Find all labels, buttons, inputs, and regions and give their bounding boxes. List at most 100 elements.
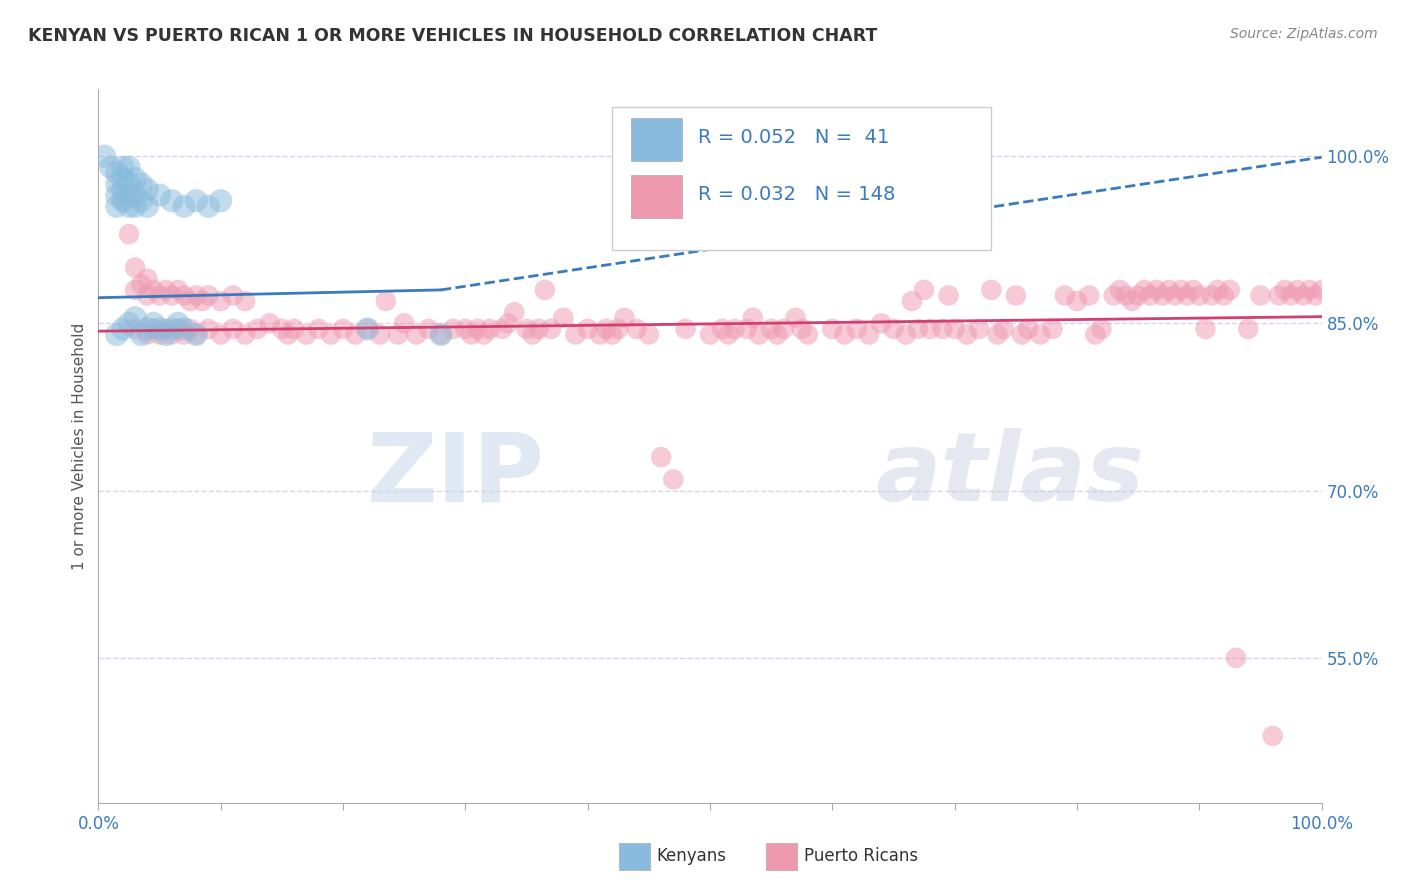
Point xyxy=(149,327,172,342)
Point xyxy=(186,288,208,302)
Point xyxy=(160,327,183,342)
Point xyxy=(912,283,935,297)
Point xyxy=(1182,283,1205,297)
Point xyxy=(675,322,697,336)
Point xyxy=(129,327,152,342)
Point xyxy=(790,322,813,336)
Point xyxy=(209,294,232,309)
Text: KENYAN VS PUERTO RICAN 1 OR MORE VEHICLES IN HOUSEHOLD CORRELATION CHART: KENYAN VS PUERTO RICAN 1 OR MORE VEHICLE… xyxy=(28,27,877,45)
Text: Kenyans: Kenyans xyxy=(657,847,727,865)
Point xyxy=(233,327,256,342)
Point xyxy=(454,322,477,336)
Point xyxy=(118,317,141,331)
Point xyxy=(1146,283,1168,297)
Point xyxy=(209,327,232,342)
FancyBboxPatch shape xyxy=(630,175,682,218)
Point xyxy=(553,310,575,325)
Point xyxy=(1286,283,1309,297)
Point xyxy=(496,317,519,331)
Point xyxy=(111,322,134,336)
Point xyxy=(197,322,219,336)
Point xyxy=(478,322,501,336)
Point xyxy=(1121,294,1143,309)
Point xyxy=(344,327,367,342)
Point xyxy=(943,322,966,336)
Point xyxy=(111,183,134,197)
Point xyxy=(540,322,562,336)
Point xyxy=(179,322,201,336)
Point xyxy=(858,327,880,342)
Point xyxy=(785,310,807,325)
Point xyxy=(967,322,990,336)
Point xyxy=(118,161,141,175)
Point xyxy=(723,322,745,336)
Point xyxy=(124,322,146,336)
Point xyxy=(1133,283,1156,297)
Point xyxy=(613,310,636,325)
Point xyxy=(246,322,269,336)
Point xyxy=(1170,283,1192,297)
Point xyxy=(105,166,128,180)
Point xyxy=(332,322,354,336)
Point xyxy=(650,450,672,465)
Point xyxy=(173,288,195,302)
Point xyxy=(374,294,396,309)
Point xyxy=(1188,288,1211,302)
Point xyxy=(1128,288,1150,302)
Point xyxy=(472,327,495,342)
Point xyxy=(142,322,165,336)
Point xyxy=(1004,288,1026,302)
Point xyxy=(1115,288,1137,302)
Point xyxy=(155,327,177,342)
Point xyxy=(735,322,758,336)
Point xyxy=(418,322,440,336)
Point xyxy=(93,149,115,163)
Point xyxy=(741,310,763,325)
Point xyxy=(564,327,586,342)
Point xyxy=(576,322,599,336)
Point xyxy=(124,310,146,325)
FancyBboxPatch shape xyxy=(612,107,991,250)
Point xyxy=(173,327,195,342)
Point xyxy=(136,183,159,197)
Point xyxy=(1268,288,1291,302)
Text: ZIP: ZIP xyxy=(367,428,546,521)
Point xyxy=(938,288,960,302)
Point xyxy=(595,322,617,336)
Point xyxy=(186,327,208,342)
Point xyxy=(124,260,146,275)
Point xyxy=(173,322,195,336)
Point xyxy=(186,194,208,208)
Point xyxy=(626,322,648,336)
Point xyxy=(1090,322,1112,336)
Point xyxy=(711,322,734,336)
Point xyxy=(149,322,172,336)
Point xyxy=(638,327,661,342)
Point xyxy=(186,327,208,342)
Point xyxy=(142,283,165,297)
Point xyxy=(1108,283,1130,297)
Point xyxy=(441,322,464,336)
Point xyxy=(1078,288,1101,302)
Point xyxy=(167,317,190,331)
Text: Puerto Ricans: Puerto Ricans xyxy=(804,847,918,865)
Point xyxy=(522,327,544,342)
Point xyxy=(233,294,256,309)
Point xyxy=(111,161,134,175)
Point xyxy=(986,327,1008,342)
Point xyxy=(589,327,612,342)
Point xyxy=(283,322,305,336)
Point xyxy=(1261,729,1284,743)
Point xyxy=(356,322,378,336)
Point xyxy=(111,194,134,208)
Point xyxy=(1157,283,1180,297)
Point xyxy=(766,327,789,342)
Point xyxy=(699,327,721,342)
Point xyxy=(111,194,134,208)
Point xyxy=(821,322,844,336)
Point xyxy=(105,327,128,342)
Point xyxy=(907,322,929,336)
Point xyxy=(160,288,183,302)
Point xyxy=(197,288,219,302)
Point xyxy=(136,322,159,336)
